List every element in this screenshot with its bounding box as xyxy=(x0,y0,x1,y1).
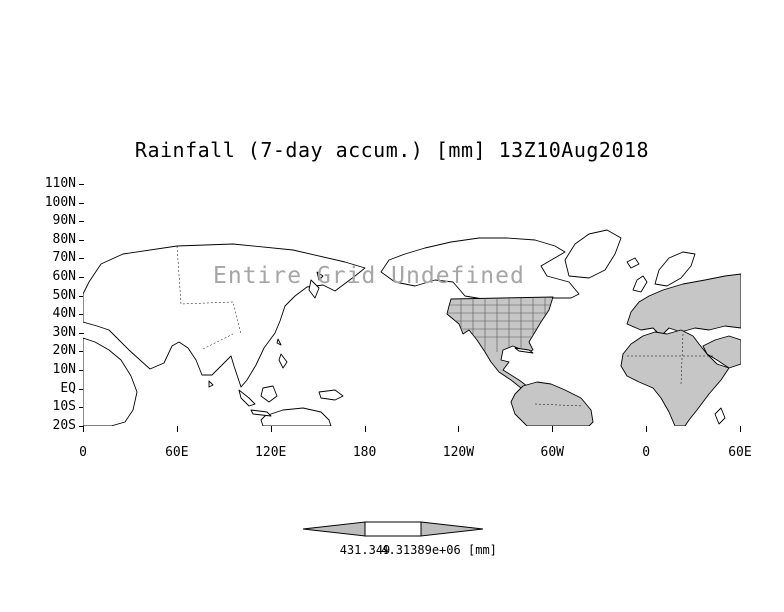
region-arabia-shaded xyxy=(702,335,741,369)
colorbar-min-label: 431.349 xyxy=(339,543,391,557)
x-tick-mark xyxy=(83,426,84,432)
country-borders xyxy=(176,245,713,407)
colorbar-right-arrow xyxy=(420,521,483,537)
y-tick-mark xyxy=(79,202,84,204)
continent-south-america-shaded xyxy=(510,381,594,426)
y-tick-mark xyxy=(79,351,84,353)
x-tick-label: 60E xyxy=(728,445,752,460)
y-tick-mark xyxy=(79,221,84,223)
y-tick-label: 20S xyxy=(52,417,76,433)
y-tick-mark xyxy=(79,370,84,371)
continent-africa-shaded xyxy=(620,329,730,426)
x-tick-mark xyxy=(270,426,272,432)
undefined-grid-watermark: Entire Grid Undefined xyxy=(213,263,525,289)
x-tick-mark xyxy=(739,426,741,432)
x-tick-mark xyxy=(458,426,460,432)
region-madagascar xyxy=(714,407,726,425)
y-tick-label: 90N xyxy=(52,213,76,229)
y-tick-label: 40N xyxy=(52,306,76,322)
island-java xyxy=(250,409,272,417)
x-tick-label: 120E xyxy=(255,445,287,460)
island-hokkaido xyxy=(316,271,324,281)
y-tick-label: 10N xyxy=(52,362,76,377)
colorbar xyxy=(303,521,483,537)
y-tick-mark xyxy=(79,277,84,278)
y-tick-mark xyxy=(79,239,84,241)
y-tick-label: EQ xyxy=(60,380,76,396)
region-cuba xyxy=(514,347,534,354)
y-tick-mark xyxy=(79,388,84,390)
continent-usa-mexico-shaded xyxy=(446,296,554,395)
y-tick-label: 110N xyxy=(44,176,76,191)
island-new-guinea xyxy=(318,389,344,401)
colorbar-left-arrow xyxy=(303,521,366,537)
continent-africa-left xyxy=(83,337,138,426)
x-tick-label: 0 xyxy=(642,445,651,460)
y-tick-mark xyxy=(79,184,84,185)
x-tick-label: 60E xyxy=(165,445,189,460)
y-tick-mark xyxy=(79,258,84,260)
y-tick-label: 80N xyxy=(52,231,76,247)
island-japan xyxy=(308,279,320,299)
colorbar-mid-box xyxy=(364,521,422,537)
continent-canada-alaska xyxy=(380,237,580,300)
island-philippines xyxy=(278,353,288,369)
colorbar-units-label: [mm] xyxy=(468,543,497,557)
islands-group xyxy=(208,271,344,417)
island-sumatra xyxy=(238,389,256,407)
y-tick-label: 20N xyxy=(52,343,76,359)
x-tick-mark xyxy=(176,426,178,432)
island-sri-lanka xyxy=(208,380,214,388)
island-taiwan xyxy=(276,338,282,346)
x-tick-label: 60W xyxy=(540,445,565,460)
y-tick-mark xyxy=(79,332,84,334)
continent-eurasia xyxy=(83,243,366,388)
y-tick-mark xyxy=(79,295,84,297)
colorbar-max-label: 4.31389e+06 xyxy=(381,543,461,557)
chart-title: Rainfall (7-day accum.) [mm] 13Z10Aug201… xyxy=(134,138,650,162)
continent-greenland xyxy=(564,229,622,279)
y-tick-label: 10S xyxy=(52,399,76,415)
region-scandinavia xyxy=(654,251,696,287)
region-iceland xyxy=(626,257,640,269)
region-british-isles xyxy=(632,275,648,293)
x-tick-label: 0 xyxy=(79,445,87,460)
y-tick-mark xyxy=(79,314,84,316)
x-tick-mark xyxy=(364,426,366,432)
us-state-borders xyxy=(447,297,553,352)
x-tick-label: 120W xyxy=(442,445,475,460)
continent-australia xyxy=(260,407,332,426)
x-tick-mark xyxy=(552,426,554,432)
y-tick-label: 30N xyxy=(52,324,76,340)
y-tick-label: 60N xyxy=(52,269,76,284)
world-map xyxy=(83,229,741,426)
x-tick-mark xyxy=(646,426,648,432)
island-borneo xyxy=(260,385,278,403)
y-tick-mark xyxy=(79,407,84,409)
x-tick-label: 180 xyxy=(352,445,377,460)
y-tick-label: 70N xyxy=(52,250,76,266)
y-tick-label: 50N xyxy=(52,287,76,303)
y-tick-label: 100N xyxy=(44,194,76,210)
y-tick-mark xyxy=(79,425,84,427)
